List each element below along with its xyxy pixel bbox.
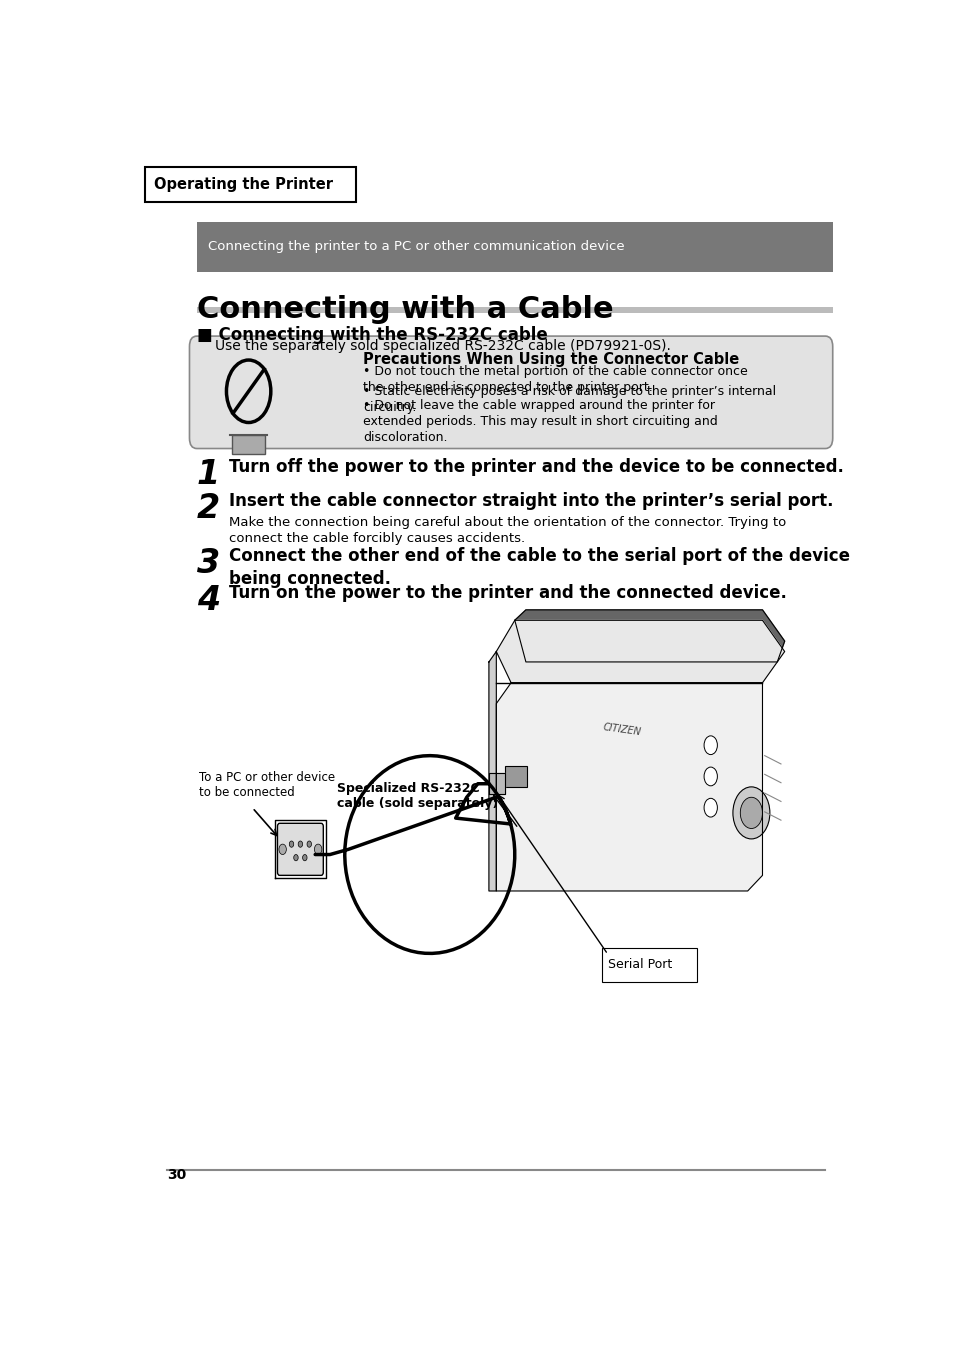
FancyBboxPatch shape	[277, 823, 323, 875]
Circle shape	[302, 854, 307, 861]
Text: CITIZEN: CITIZEN	[601, 722, 641, 737]
Text: 2: 2	[196, 492, 220, 525]
Text: Specialized RS-232C
cable (sold separately): Specialized RS-232C cable (sold separate…	[337, 781, 498, 810]
Text: 3: 3	[196, 548, 220, 580]
Text: Connect the other end of the cable to the serial port of the device
being connec: Connect the other end of the cable to th…	[229, 548, 849, 588]
Circle shape	[298, 841, 302, 848]
Polygon shape	[488, 652, 496, 891]
Text: Connecting with a Cable: Connecting with a Cable	[196, 296, 613, 324]
Circle shape	[732, 787, 769, 838]
Polygon shape	[488, 773, 505, 794]
Polygon shape	[515, 610, 783, 662]
Text: Connecting the printer to a PC or other communication device: Connecting the printer to a PC or other …	[208, 241, 624, 253]
Circle shape	[703, 767, 717, 786]
Circle shape	[740, 798, 761, 829]
Text: 1: 1	[196, 458, 220, 491]
FancyBboxPatch shape	[190, 337, 832, 449]
Circle shape	[278, 844, 286, 854]
Circle shape	[703, 798, 717, 817]
Text: 4: 4	[196, 584, 220, 617]
FancyBboxPatch shape	[145, 168, 355, 201]
Text: Operating the Printer: Operating the Printer	[153, 177, 333, 192]
Circle shape	[703, 735, 717, 754]
Circle shape	[294, 854, 298, 861]
Text: • Static electricity poses a risk of damage to the printer’s internal
circuitry.: • Static electricity poses a risk of dam…	[363, 385, 776, 414]
Text: Turn off the power to the printer and the device to be connected.: Turn off the power to the printer and th…	[229, 458, 842, 476]
Bar	[196, 307, 832, 314]
FancyBboxPatch shape	[601, 948, 697, 982]
Text: Precautions When Using the Connector Cable: Precautions When Using the Connector Cab…	[363, 352, 739, 366]
Bar	[505, 767, 527, 787]
Text: • Do not touch the metal portion of the cable connector once
the other end is co: • Do not touch the metal portion of the …	[363, 365, 747, 395]
Polygon shape	[496, 683, 761, 891]
Text: 30: 30	[167, 1168, 187, 1183]
Text: To a PC or other device
to be connected: To a PC or other device to be connected	[199, 771, 335, 799]
Bar	[233, 435, 265, 454]
Circle shape	[314, 844, 321, 854]
Text: Serial Port: Serial Port	[607, 959, 672, 971]
Text: Turn on the power to the printer and the connected device.: Turn on the power to the printer and the…	[229, 584, 785, 602]
Circle shape	[289, 841, 294, 848]
Text: Make the connection being careful about the orientation of the connector. Trying: Make the connection being careful about …	[229, 516, 785, 545]
Text: Use the separately sold specialized RS-232C cable (PD79921-0S).: Use the separately sold specialized RS-2…	[215, 339, 671, 353]
Bar	[196, 222, 832, 272]
Text: ■ Connecting with the RS-232C cable: ■ Connecting with the RS-232C cable	[196, 326, 547, 343]
Text: Insert the cable connector straight into the printer’s serial port.: Insert the cable connector straight into…	[229, 492, 832, 510]
Circle shape	[307, 841, 311, 848]
Text: • Do not leave the cable wrapped around the printer for
extended periods. This m: • Do not leave the cable wrapped around …	[363, 399, 718, 443]
Polygon shape	[496, 621, 783, 683]
